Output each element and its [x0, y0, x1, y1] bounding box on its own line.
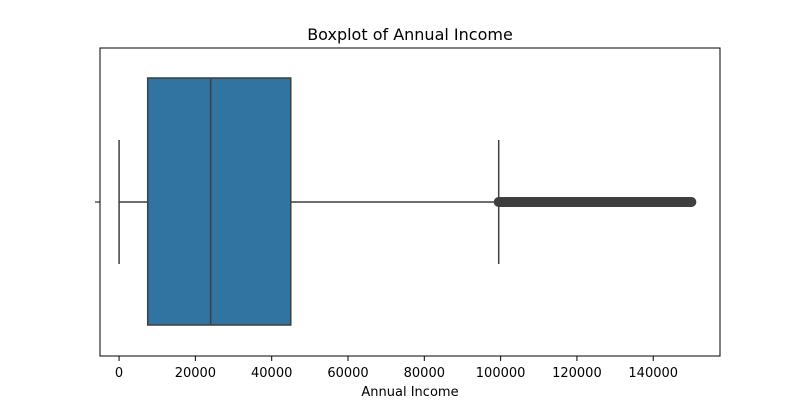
- x-axis-ticks: 0 20000 40000 60000 80000 100000 120000 140000: [115, 356, 678, 381]
- x-tick-label: 20000: [175, 366, 216, 381]
- outlier-points: [493, 197, 697, 207]
- x-tick-label: 140000: [628, 366, 678, 381]
- chart-title: Boxplot of Annual Income: [307, 25, 513, 44]
- iqr-box: [146, 77, 292, 326]
- x-tick-label: 0: [115, 366, 123, 381]
- x-tick-label: 100000: [476, 366, 526, 381]
- x-tick-label: 60000: [327, 366, 368, 381]
- x-tick-label: 40000: [251, 366, 292, 381]
- x-tick-label: 80000: [404, 366, 445, 381]
- x-tick-label: 120000: [552, 366, 602, 381]
- x-axis-label: Annual Income: [361, 385, 458, 400]
- outlier-point: [686, 197, 697, 207]
